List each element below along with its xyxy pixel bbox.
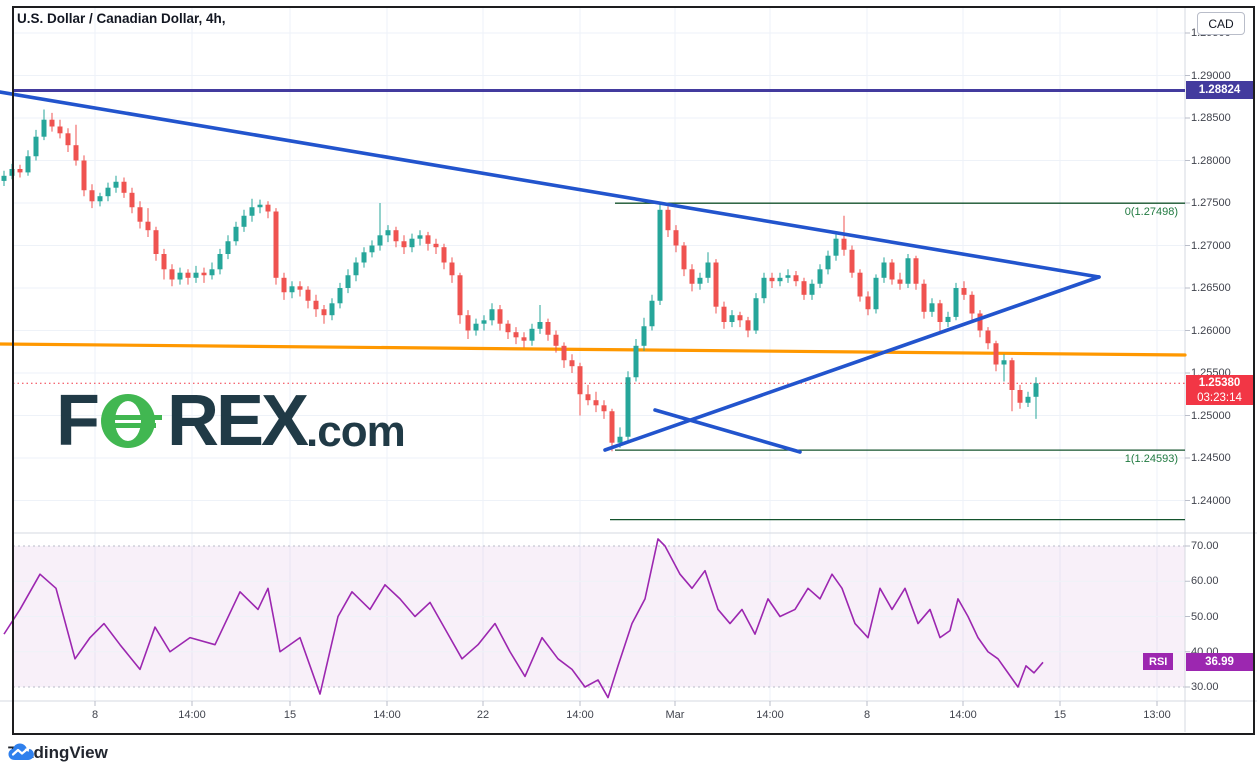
last-price-badge: 1.25380 03:23:14 — [1186, 375, 1253, 406]
time-axis-label: 14:00 — [566, 709, 594, 721]
time-axis-label: 22 — [476, 709, 490, 721]
symbol-title: U.S. Dollar / Canadian Dollar, 4h, — [17, 11, 226, 26]
price-axis-label: 1.27000 — [1191, 239, 1231, 252]
forex-logo-o-icon — [100, 394, 162, 448]
price-axis-label: 1.26500 — [1191, 282, 1231, 294]
last-price-value: 1.25380 — [1186, 375, 1253, 391]
time-axis-label: 15 — [1053, 709, 1067, 721]
price-axis-label: 1.29000 — [1191, 69, 1231, 82]
time-axis[interactable] — [13, 700, 1185, 732]
time-axis-label: 8 — [863, 709, 871, 721]
price-axis-label: 1.26000 — [1191, 324, 1231, 337]
forex-logo-rex: REX — [166, 381, 309, 461]
time-axis-label: 8 — [91, 709, 99, 721]
currency-button[interactable]: CAD — [1197, 12, 1245, 35]
price-axis-label: 1.24500 — [1191, 452, 1231, 464]
forex-logo-f: F — [56, 381, 100, 461]
time-axis-label: Mar — [665, 709, 685, 721]
rsi-axis-label: 70.00 — [1191, 540, 1219, 552]
level-price-badge: 1.28824 — [1186, 81, 1253, 100]
price-axis-label: 1.25000 — [1191, 409, 1231, 422]
time-axis-label: 15 — [283, 709, 297, 721]
price-axis-label: 1.27500 — [1191, 197, 1231, 209]
price-axis-label: 1.28000 — [1191, 154, 1231, 167]
rsi-value-badge: 36.99 — [1186, 653, 1253, 672]
bar-countdown: 03:23:14 — [1186, 390, 1253, 406]
fib-level-label: 1(1.24593) — [1124, 453, 1178, 466]
tradingview-attribution[interactable]: TradingView — [8, 743, 108, 763]
time-axis-label: 14:00 — [178, 709, 206, 721]
time-axis-label: 14:00 — [373, 709, 401, 721]
fib-level-label: 0(1.27498) — [1124, 206, 1178, 219]
time-axis-label: 14:00 — [756, 709, 784, 721]
time-axis-label: 13:00 — [1143, 709, 1171, 721]
tradingview-logo-icon — [8, 743, 34, 760]
price-axis-label: 1.24000 — [1191, 494, 1231, 507]
rsi-axis-label: 50.00 — [1191, 610, 1219, 623]
time-axis-label: 14:00 — [949, 709, 977, 721]
price-axis-label: 1.28500 — [1191, 112, 1231, 124]
rsi-axis-label: 60.00 — [1191, 575, 1219, 588]
forex-logo-com: .com — [306, 407, 406, 456]
rsi-axis-label: 30.00 — [1191, 681, 1219, 693]
forex-watermark: F REX .com — [56, 381, 406, 461]
price-axis[interactable] — [1185, 7, 1253, 700]
rsi-indicator-chip[interactable]: RSI — [1143, 653, 1174, 671]
